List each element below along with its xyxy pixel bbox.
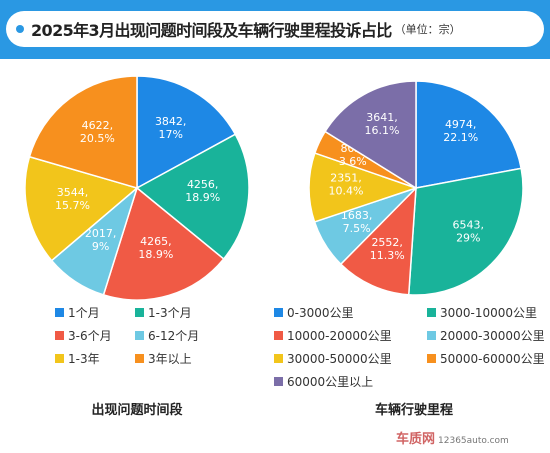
legend-swatch [274,331,283,340]
chart-title: 出现问题时间段 [91,402,182,418]
legend-swatch [274,377,283,386]
legend-label: 0-3000公里 [287,306,354,320]
chart-title: 车辆行驶里程 [375,402,453,418]
legend-label: 3000-10000公里 [440,306,537,320]
slice-value: 4265, [140,235,172,248]
pie-slice [415,80,523,189]
slice-percent: 9% [92,240,109,253]
slice-percent: 15.7% [55,199,90,212]
pie-slice [407,167,524,296]
slice-label: 2351, 10.4% [329,172,364,198]
unit-note: （单位：宗） [394,23,461,36]
pie-slice [28,75,138,189]
bullet-dot-icon [16,25,24,33]
slice-label: 3544, 15.7% [55,186,90,212]
slice-percent: 29% [456,232,480,245]
slice-value: 4622, [82,119,114,132]
slice-label: 1683, 7.5% [341,209,373,235]
slice-percent: 3.6% [339,155,367,168]
slice-label: 3842, 17% [155,115,187,141]
slice-percent: 20.5% [80,132,115,145]
slice-percent: 22.1% [443,131,478,144]
pie-slice [136,75,237,190]
legend-label: 30000-50000公里 [287,352,392,366]
slice-value: 3842, [155,115,187,128]
slice-value: 2017, [85,227,117,240]
pie-slice [324,80,417,190]
legend-swatch [135,308,144,317]
legend-swatch [135,354,144,363]
pie-chart-2: 4974, 22.1%6543, 29%2552, 11.3%1683, 7.5%235… [274,80,545,418]
slice-value: 2552, [371,236,403,249]
legend-swatch [274,354,283,363]
pie-slice [24,155,139,262]
slice-label: 2552, 11.3% [370,236,405,262]
slice-percent: 7.5% [343,222,371,235]
slice-value: 6543, [453,219,485,232]
legend-swatch [274,308,283,317]
slice-percent: 11.3% [370,249,405,262]
legend-swatch [55,331,64,340]
watermark-brand: 车质网 [396,432,436,447]
slice-value: 4256, [187,178,219,191]
slice-value: 3641, [366,111,398,124]
legend-swatch [427,308,436,317]
slice-value: 4974, [445,118,477,131]
legend-label: 6-12个月 [148,329,199,343]
slice-value: 1683, [341,209,373,222]
slice-value: 2351, [330,172,362,185]
legend-label: 10000-20000公里 [287,329,392,343]
slice-label: 2017, 9% [85,227,117,253]
pie-slice [308,152,419,223]
slice-label: 4622, 20.5% [80,119,115,145]
charts-area: 3842, 17%4256, 18.9%4265, 18.9%2017, 9%3544,… [24,75,545,418]
slice-percent: 18.9% [138,248,173,261]
pie-chart-1: 3842, 17%4256, 18.9%4265, 18.9%2017, 9%3544,… [24,75,250,418]
slice-label: 6543, 29% [453,219,485,245]
legend-swatch [427,331,436,340]
legend-swatch [55,354,64,363]
slice-label: 4265, 18.9% [138,235,173,261]
slice-percent: 10.4% [329,185,364,198]
legend-label: 1-3年 [68,352,100,366]
legend-label: 50000-60000公里 [440,352,545,366]
page-title: 2025年3月出现问题时间段及车辆行驶里程投诉占比 [31,21,392,40]
pie-slice [102,186,225,301]
slice-label: 4256, 18.9% [185,178,220,204]
legend-label: 60000公里以上 [287,375,373,389]
slice-percent: 17% [158,128,182,141]
slice-percent: 18.9% [185,191,220,204]
title-bar: 2025年3月出现问题时间段及车辆行驶里程投诉占比 （单位：宗） [6,11,544,47]
pie-slice [339,186,417,296]
slice-label: 3641, 16.1% [365,111,400,137]
slice-label: 4974, 22.1% [443,118,478,144]
legend-label: 20000-30000公里 [440,329,545,343]
legend-label: 3-6个月 [68,329,112,343]
header-banner: 2025年3月出现问题时间段及车辆行驶里程投诉占比 （单位：宗） [0,0,550,59]
legend-label: 3年以上 [148,352,192,366]
watermark-logo: 车质网 12365auto.com [396,428,509,447]
legend-swatch [427,354,436,363]
watermark-site: 12365auto.com [438,436,509,446]
legend-swatch [135,331,144,340]
legend-swatch [55,308,64,317]
legend-label: 1个月 [68,306,100,320]
pie-slice [135,133,250,260]
slice-value: 3544, [57,186,89,199]
slice-percent: 16.1% [365,124,400,137]
legend-label: 1-3个月 [148,306,192,320]
